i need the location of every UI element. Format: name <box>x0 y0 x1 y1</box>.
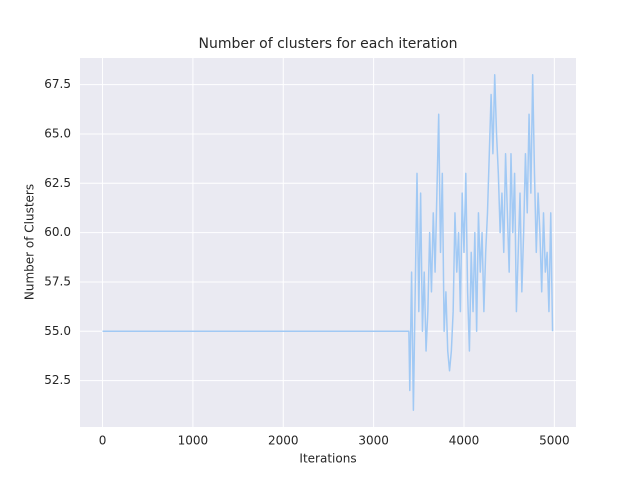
x-tick-label: 0 <box>99 434 107 448</box>
x-tick-label: 5000 <box>539 434 570 448</box>
line-series <box>102 74 554 411</box>
x-axis-label: Iterations <box>299 452 356 466</box>
plot-area <box>80 58 576 427</box>
y-tick-label: 60.0 <box>44 225 71 239</box>
y-tick-label: 57.5 <box>44 274 71 288</box>
x-tick-label: 3000 <box>358 434 389 448</box>
y-tick-label: 52.5 <box>44 373 71 387</box>
y-axis-label: Number of Clusters <box>23 184 37 300</box>
y-tick-label: 55.0 <box>44 324 71 338</box>
x-tick-label: 4000 <box>449 434 480 448</box>
x-tick-label: 1000 <box>178 434 209 448</box>
x-tick-label: 2000 <box>268 434 299 448</box>
y-tick-label: 62.5 <box>44 176 71 190</box>
chart-title: Number of clusters for each iteration <box>198 36 457 52</box>
y-tick-label: 65.0 <box>44 126 71 140</box>
y-tick-label: 67.5 <box>44 77 71 91</box>
